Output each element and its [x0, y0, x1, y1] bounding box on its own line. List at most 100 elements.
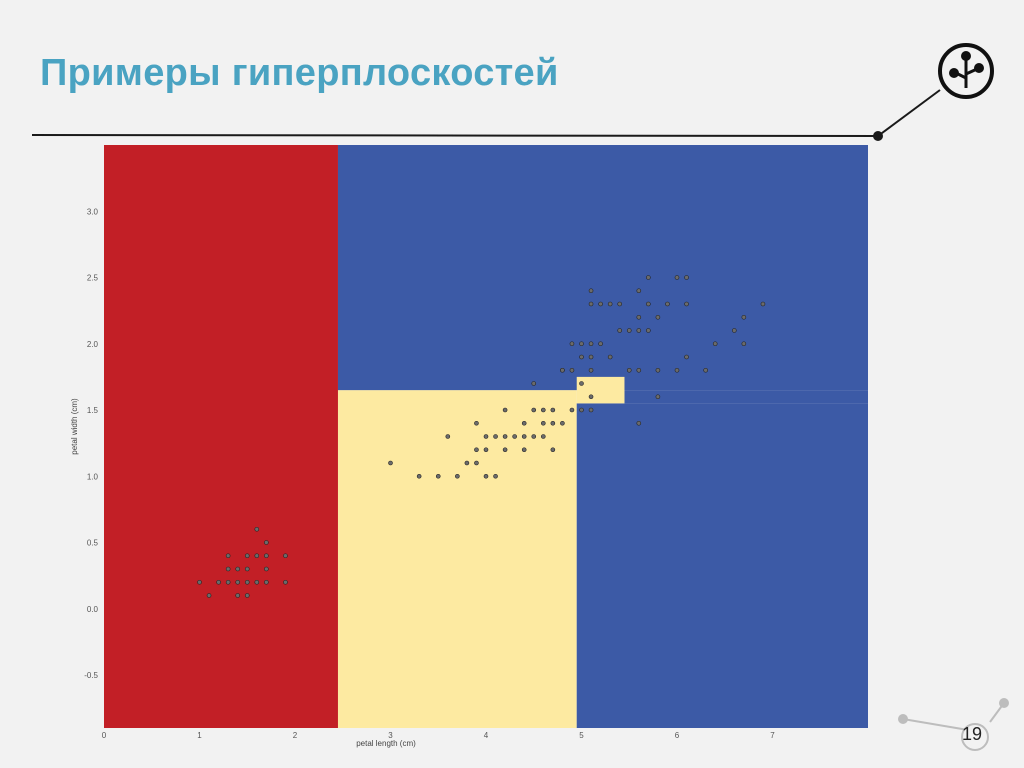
- decision-region-virginica: [337, 145, 869, 391]
- data-point: [264, 566, 269, 572]
- data-point: [588, 354, 594, 360]
- data-point: [588, 367, 594, 373]
- data-point: [674, 275, 680, 280]
- data-point: [521, 447, 527, 453]
- data-point: [483, 473, 489, 479]
- y-tick-label: 3.0: [87, 207, 99, 216]
- data-point: [617, 328, 623, 333]
- data-point: [225, 566, 231, 572]
- page-number: 19: [962, 724, 983, 744]
- data-point: [550, 447, 556, 453]
- data-point: [579, 381, 584, 386]
- x-tick-label: 7: [770, 731, 775, 740]
- data-point: [646, 328, 651, 333]
- x-tick-label: 3: [388, 731, 393, 740]
- data-point: [560, 367, 565, 373]
- data-point: [502, 434, 508, 439]
- data-point: [416, 473, 422, 479]
- data-point: [540, 407, 546, 413]
- data-point: [636, 314, 642, 320]
- page-connector-dot-left: [898, 714, 908, 724]
- y-tick-labels: -0.5 0.0 0.5 1.0 1.5 2.0 2.5 3.0: [84, 207, 98, 680]
- data-point: [483, 434, 489, 439]
- y-tick-label: -0.5: [84, 671, 98, 680]
- data-point: [741, 314, 747, 320]
- y-tick-label: 2.5: [87, 274, 99, 283]
- x-tick-label: 0: [102, 731, 107, 740]
- data-point: [206, 593, 212, 598]
- y-tick-label: 0.0: [87, 605, 99, 614]
- data-point: [235, 579, 240, 585]
- data-point: [569, 367, 575, 373]
- data-point: [579, 341, 584, 347]
- x-axis-label: petal length (cm): [356, 739, 416, 748]
- decision-region-versicolor: [337, 390, 577, 728]
- data-point: [665, 301, 670, 307]
- data-point: [283, 579, 288, 585]
- data-point: [474, 460, 479, 466]
- data-point: [760, 301, 766, 307]
- data-point: [655, 314, 661, 320]
- data-point: [244, 593, 250, 598]
- y-tick-label: 2.0: [87, 340, 99, 349]
- data-point: [588, 288, 594, 294]
- data-point: [712, 341, 718, 347]
- data-point: [283, 553, 288, 559]
- data-point: [598, 341, 603, 347]
- data-point: [235, 566, 240, 572]
- tree-node-icon: [938, 43, 994, 99]
- data-point: [254, 579, 260, 585]
- data-point: [264, 553, 269, 559]
- data-point: [626, 367, 632, 373]
- data-point: [579, 407, 584, 413]
- data-point: [636, 420, 642, 426]
- data-point: [741, 341, 747, 347]
- page-number-circle: [961, 723, 989, 751]
- data-point: [521, 434, 527, 439]
- data-point: [502, 407, 508, 413]
- page-connector-left: [902, 718, 969, 731]
- data-point: [531, 381, 537, 386]
- data-point: [264, 579, 269, 585]
- data-point: [235, 593, 240, 598]
- y-tick-label: 0.5: [87, 539, 99, 548]
- data-point: [388, 460, 393, 466]
- data-point: [531, 434, 537, 439]
- data-point: [550, 407, 556, 413]
- data-point: [540, 434, 546, 439]
- data-point: [550, 420, 556, 426]
- y-axis-label: petal width (cm): [70, 398, 79, 455]
- data-point: [560, 420, 565, 426]
- data-point: [607, 354, 613, 360]
- data-point: [588, 341, 594, 347]
- data-point: [502, 447, 508, 453]
- data-point: [254, 553, 260, 559]
- data-points: [197, 275, 766, 598]
- data-point: [244, 553, 250, 559]
- data-point: [636, 367, 642, 373]
- data-point: [483, 447, 489, 453]
- data-point: [588, 407, 594, 413]
- data-point: [703, 367, 708, 373]
- logo-connector: [877, 89, 941, 137]
- data-point: [493, 473, 498, 479]
- data-point: [540, 420, 546, 426]
- data-point: [445, 434, 451, 439]
- data-point: [264, 540, 269, 545]
- x-tick-label: 6: [675, 731, 680, 740]
- data-point: [684, 301, 689, 307]
- data-point: [636, 328, 642, 333]
- data-point: [493, 434, 498, 439]
- data-point: [646, 301, 651, 307]
- data-point: [626, 328, 632, 333]
- data-point: [464, 460, 470, 466]
- data-point: [531, 407, 537, 413]
- data-point: [684, 275, 689, 280]
- decision-region-setosa: [104, 145, 338, 728]
- y-tick-label: 1.0: [87, 472, 99, 481]
- data-point: [455, 473, 460, 479]
- data-point: [636, 288, 642, 294]
- data-point: [569, 407, 575, 413]
